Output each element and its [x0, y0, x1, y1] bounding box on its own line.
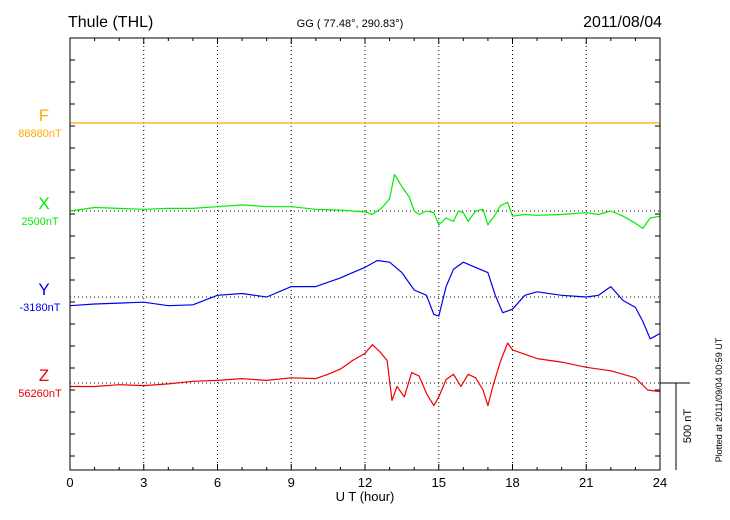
baseline-label-f: 88880nT: [18, 128, 62, 140]
component-labels: F 88880nT X 2500nT Y -3180nT Z 56260nT: [18, 106, 62, 400]
component-name-y: Y: [38, 280, 49, 299]
series-layer: [69, 122, 661, 407]
series-line-z: [70, 342, 661, 407]
x-tick-label: 3: [140, 475, 147, 490]
baseline-label-x: 2500nT: [21, 216, 59, 228]
component-name-x: X: [38, 194, 49, 213]
x-axis-label: U T (hour): [336, 489, 395, 504]
x-tick-label: 18: [505, 475, 519, 490]
station-coordinates: GG ( 77.48°, 290.83°): [297, 18, 404, 30]
component-name-z: Z: [39, 366, 49, 385]
plot-date: 2011/08/04: [583, 14, 662, 31]
x-tick-label: 0: [66, 475, 73, 490]
plotted-timestamp: Plotted at 2011/09/04 00:59 UT: [714, 337, 724, 462]
grid-layer: [70, 38, 660, 470]
x-tick-label: 24: [653, 475, 667, 490]
station-title: Thule (THL): [68, 14, 153, 31]
series-line-x: [69, 173, 661, 229]
x-tick-label: 15: [432, 475, 446, 490]
baseline-label-z: 56260nT: [18, 388, 62, 400]
component-name-f: F: [39, 106, 49, 125]
scale-bar-label: 500 nT: [682, 409, 694, 444]
x-tick-label: 21: [579, 475, 593, 490]
x-tick-label: 9: [288, 475, 295, 490]
series-line-y: [69, 259, 661, 340]
baseline-label-y: -3180nT: [20, 302, 61, 314]
x-tick-label: 12: [358, 475, 372, 490]
scale-bar: 500 nT: [660, 382, 694, 470]
x-tick-label: 6: [214, 475, 221, 490]
tick-layer: 0 3 6 9 12 15 18 21 24: [66, 38, 667, 490]
